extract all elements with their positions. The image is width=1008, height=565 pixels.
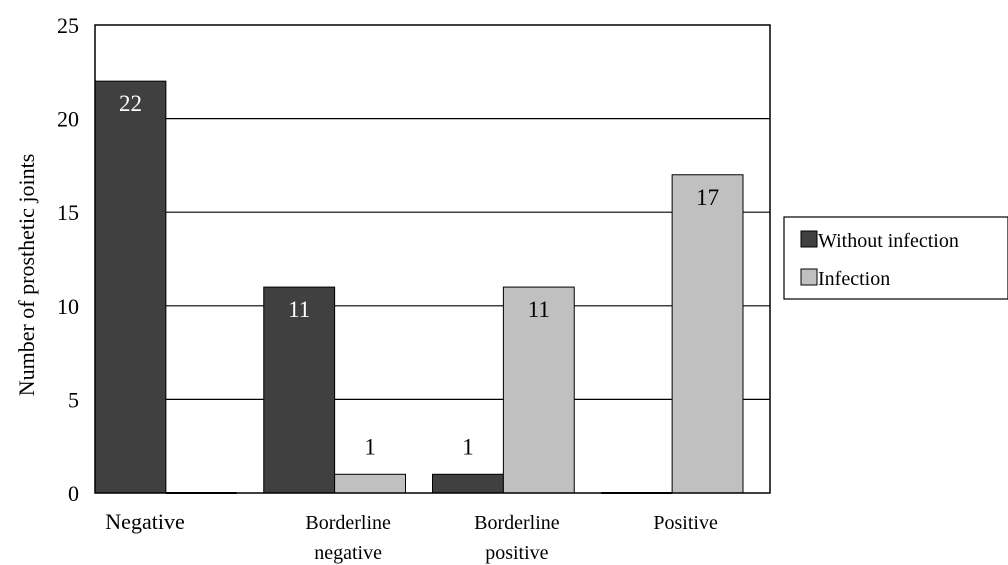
x-axis-categories: Negative Borderline negative Borderline posi… — [105, 509, 718, 564]
data-label-without-infection-borderline-positive: 1 — [462, 434, 474, 459]
legend-label-infection: Infection — [818, 268, 890, 290]
y-tick-label-25: 25 — [57, 13, 79, 38]
data-label-infection-borderline-negative: 1 — [364, 434, 376, 459]
x-category-label: Borderline — [305, 512, 391, 534]
x-category-label: Borderline — [474, 512, 560, 534]
x-category-label: Negative — [105, 509, 184, 534]
data-label-without-infection-negative: 22 — [119, 91, 142, 116]
legend-label-without-infection: Without infection — [818, 230, 959, 252]
bar-infection-positive — [671, 174, 744, 494]
y-tick-label-20: 20 — [57, 107, 79, 132]
data-label-infection-borderline-positive: 11 — [528, 297, 550, 322]
bar-without-infection-borderline-negative — [263, 286, 336, 494]
bar-infection-borderline-negative — [334, 473, 406, 494]
y-axis-label: Number of prosthetic joints — [14, 154, 39, 397]
legend-swatch-infection — [800, 268, 818, 286]
bar-without-infection-negative — [94, 80, 167, 494]
legend: Without infection Infection — [783, 216, 1008, 300]
bar-without-infection-borderline-positive — [432, 473, 504, 494]
y-tick-label-15: 15 — [57, 200, 79, 225]
y-tick-label-5: 5 — [68, 387, 79, 412]
y-tick-label-0: 0 — [68, 481, 79, 506]
data-label-without-infection-borderline-negative: 11 — [288, 297, 310, 322]
y-tick-label-10: 10 — [57, 294, 79, 319]
y-axis-ticks: 0 5 10 15 20 25 — [57, 13, 79, 506]
x-category-label: Positive — [653, 512, 718, 534]
gridlines — [95, 117, 770, 400]
plot-area-frame — [94, 24, 771, 494]
data-label-infection-positive: 17 — [696, 185, 719, 210]
legend-swatch-without-infection — [800, 230, 818, 248]
legend-frame — [783, 216, 1008, 300]
x-category-label: negative — [314, 542, 382, 564]
bars — [94, 80, 744, 494]
x-category-label: positive — [485, 542, 548, 564]
